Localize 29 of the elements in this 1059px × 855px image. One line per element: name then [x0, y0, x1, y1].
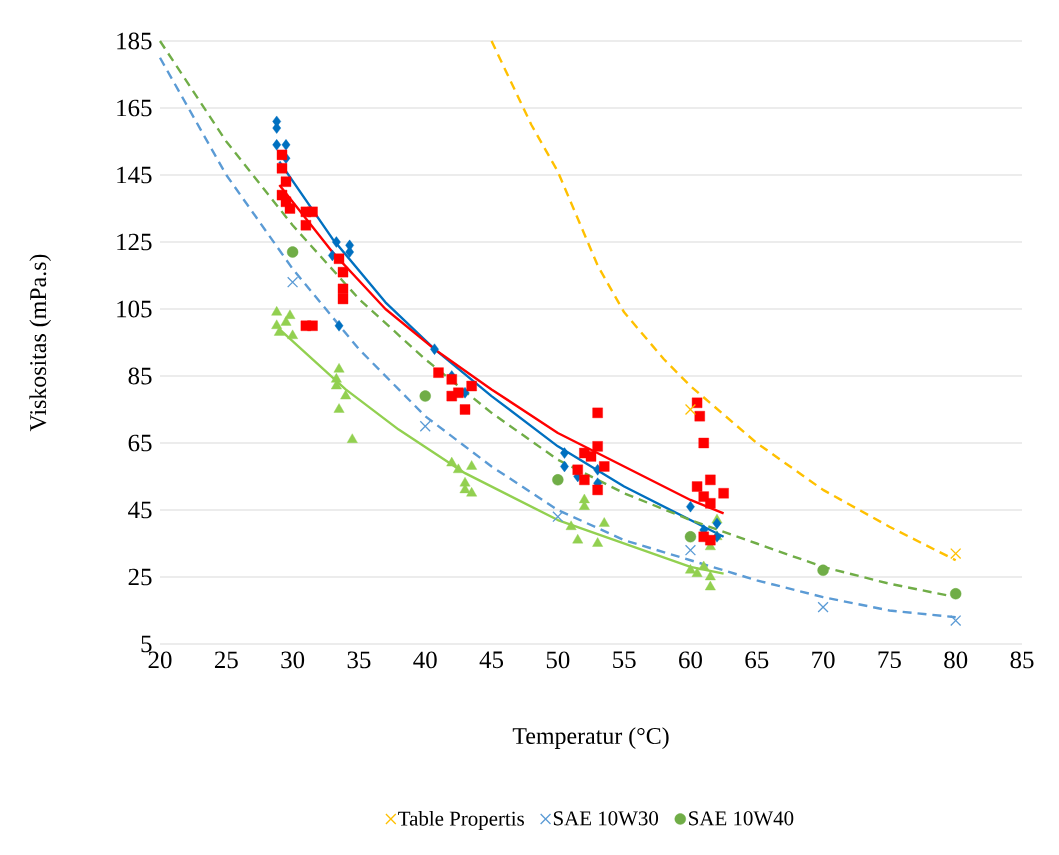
x-tick-label: 25 [214, 651, 238, 669]
legend-label: SAE 10W40 [689, 811, 794, 826]
x-tick-label: 30 [281, 651, 305, 669]
x-tick-label: 55 [613, 651, 636, 669]
x-tick-label: 40 [413, 651, 437, 669]
legend-label: SAE 10W30 [553, 811, 659, 826]
y-tick-label: 125 [117, 233, 152, 251]
y-tick-label: 5 [141, 635, 152, 653]
y-tick-label: 105 [117, 300, 152, 318]
y-axis-title: Viskositas (mPa.s) [29, 254, 52, 432]
y-tick-label: 185 [117, 32, 152, 50]
y-tick-label: 145 [117, 166, 152, 184]
x-tick-label: 35 [347, 651, 371, 669]
x-tick-label: 80 [944, 651, 968, 669]
y-tick-label: 165 [117, 99, 152, 117]
x-tick-label: 70 [812, 651, 835, 669]
x-tick-label: 85 [1010, 651, 1034, 669]
y-tick-label: 65 [128, 434, 152, 452]
x-tick-label: 75 [878, 651, 901, 669]
x-tick-label: 45 [479, 651, 504, 669]
x-tick-label: 60 [679, 651, 702, 669]
x-axis-title: Temperatur (°C) [512, 727, 669, 749]
y-tick-label: 25 [128, 568, 152, 586]
x-tick-label: 65 [745, 651, 769, 669]
legend-label: Table Propertis [398, 811, 524, 830]
x-tick-label: 50 [546, 651, 570, 669]
y-tick-label: 85 [128, 367, 152, 385]
y-tick-label: 45 [128, 501, 152, 519]
x-tick-label: 20 [148, 651, 172, 669]
